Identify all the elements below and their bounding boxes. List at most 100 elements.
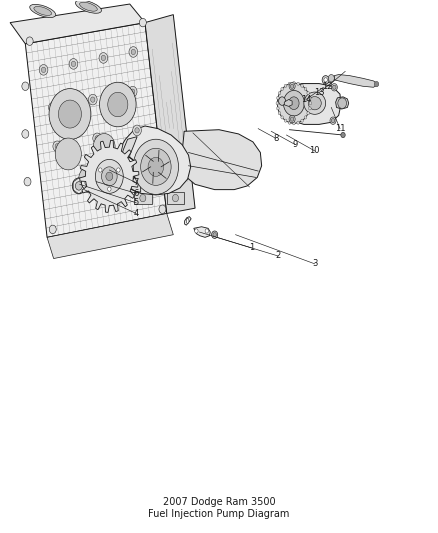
Circle shape [308, 96, 311, 100]
Polygon shape [336, 97, 349, 109]
Circle shape [212, 231, 218, 238]
Ellipse shape [80, 2, 97, 11]
Circle shape [39, 64, 48, 75]
Circle shape [55, 143, 60, 149]
Circle shape [213, 232, 216, 237]
Circle shape [341, 132, 345, 138]
Polygon shape [80, 140, 139, 212]
Circle shape [133, 139, 179, 195]
Polygon shape [145, 14, 195, 214]
Circle shape [141, 148, 171, 185]
Ellipse shape [81, 175, 95, 190]
Polygon shape [115, 126, 191, 195]
Text: 3: 3 [312, 260, 318, 268]
Circle shape [283, 91, 304, 116]
Circle shape [99, 82, 136, 127]
Polygon shape [194, 227, 210, 237]
Circle shape [307, 92, 310, 95]
Circle shape [75, 182, 82, 190]
Ellipse shape [34, 6, 52, 15]
Circle shape [278, 112, 281, 115]
Ellipse shape [304, 92, 325, 114]
Circle shape [22, 82, 29, 91]
Ellipse shape [186, 218, 189, 223]
Circle shape [26, 37, 33, 45]
Ellipse shape [30, 4, 56, 18]
Circle shape [288, 82, 291, 85]
Circle shape [106, 172, 113, 181]
Circle shape [69, 59, 78, 69]
Circle shape [22, 130, 29, 138]
Circle shape [139, 18, 146, 27]
Circle shape [374, 82, 379, 87]
Circle shape [129, 47, 138, 57]
Ellipse shape [85, 179, 92, 187]
Circle shape [148, 157, 164, 176]
Text: 2: 2 [275, 252, 280, 261]
Circle shape [159, 205, 166, 214]
Polygon shape [47, 214, 173, 259]
Circle shape [102, 167, 117, 186]
Circle shape [289, 83, 295, 90]
Text: 2007 Dodge Ram 3500
Fuel Injection Pump Diagram: 2007 Dodge Ram 3500 Fuel Injection Pump … [148, 497, 290, 519]
Circle shape [331, 118, 335, 123]
Circle shape [289, 115, 295, 123]
Ellipse shape [115, 160, 134, 179]
Circle shape [290, 117, 294, 121]
Circle shape [71, 61, 76, 67]
Circle shape [293, 122, 295, 125]
Circle shape [276, 96, 279, 100]
Circle shape [24, 177, 31, 186]
Circle shape [173, 195, 179, 202]
Polygon shape [185, 216, 191, 225]
Circle shape [49, 102, 57, 113]
Circle shape [99, 53, 108, 63]
Circle shape [91, 97, 95, 102]
Text: 9: 9 [293, 140, 298, 149]
Circle shape [95, 136, 99, 141]
Text: 4: 4 [134, 209, 139, 218]
Circle shape [117, 168, 120, 172]
Circle shape [101, 55, 106, 61]
Circle shape [304, 116, 307, 119]
Circle shape [288, 121, 291, 124]
Circle shape [279, 97, 286, 106]
Circle shape [281, 87, 283, 91]
Circle shape [338, 98, 346, 109]
Circle shape [99, 168, 102, 172]
Circle shape [289, 97, 299, 110]
Text: 12: 12 [322, 82, 333, 91]
Circle shape [131, 89, 135, 94]
Circle shape [194, 229, 198, 233]
Circle shape [328, 75, 334, 82]
FancyBboxPatch shape [167, 192, 184, 204]
Circle shape [51, 105, 55, 110]
FancyBboxPatch shape [134, 192, 152, 204]
Ellipse shape [75, 0, 102, 13]
Polygon shape [120, 136, 141, 192]
Circle shape [108, 92, 128, 117]
Circle shape [278, 92, 281, 95]
Text: 7: 7 [134, 178, 139, 187]
Circle shape [276, 102, 279, 105]
Circle shape [55, 138, 81, 170]
Circle shape [284, 84, 287, 87]
Circle shape [324, 78, 327, 82]
Circle shape [140, 195, 146, 202]
Circle shape [88, 94, 97, 105]
Circle shape [297, 82, 300, 85]
Circle shape [301, 119, 304, 122]
Text: 5: 5 [134, 198, 139, 207]
Circle shape [307, 112, 310, 115]
Text: 8: 8 [273, 134, 278, 143]
Circle shape [135, 128, 139, 133]
Circle shape [322, 76, 329, 84]
Polygon shape [284, 100, 292, 107]
Circle shape [93, 134, 115, 160]
Circle shape [332, 85, 336, 90]
Circle shape [293, 82, 295, 85]
Circle shape [290, 84, 294, 88]
Text: 14: 14 [301, 95, 311, 104]
Circle shape [49, 88, 91, 140]
Circle shape [276, 107, 279, 110]
